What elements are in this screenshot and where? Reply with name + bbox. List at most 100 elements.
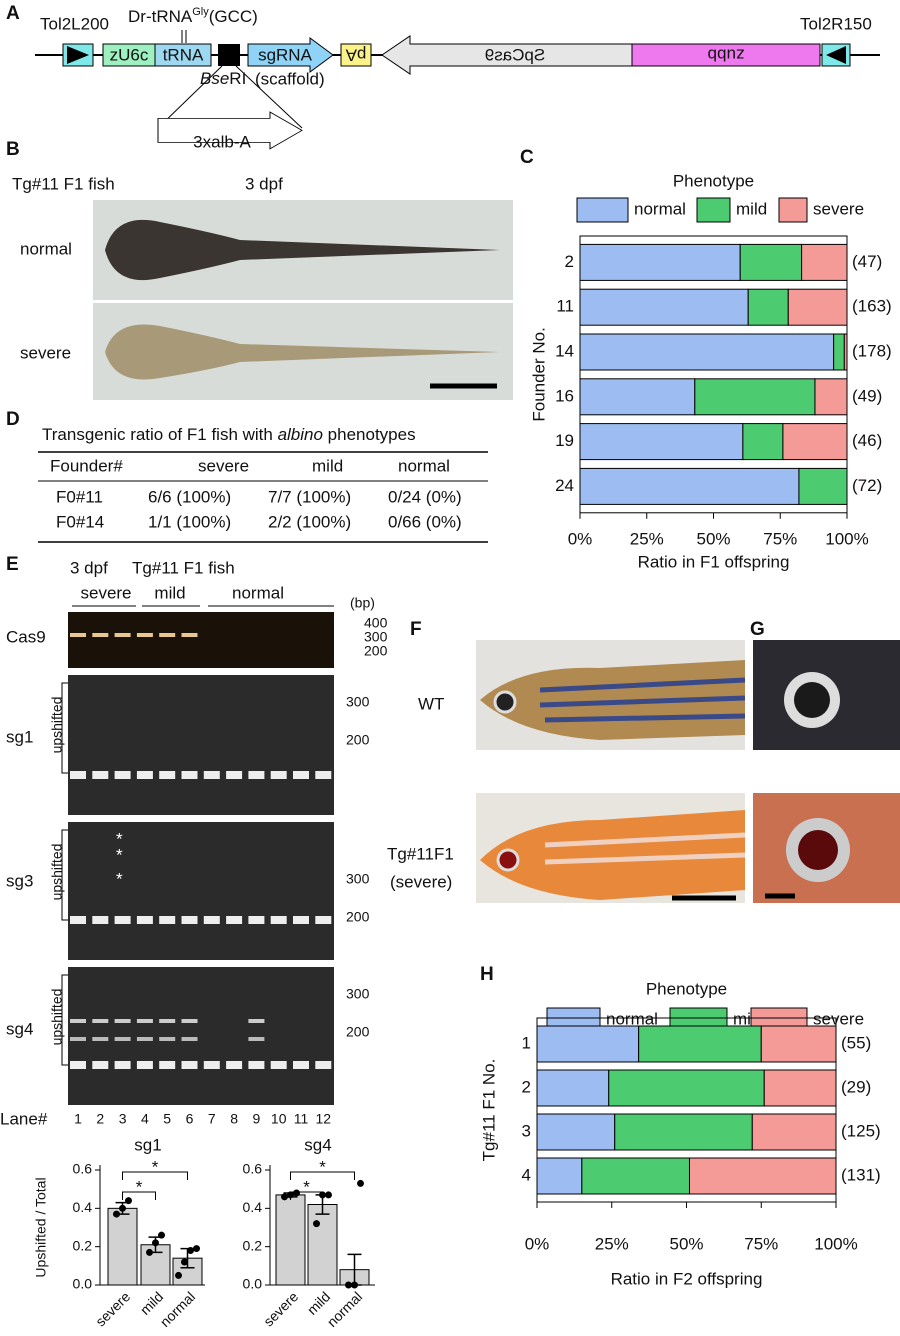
gel-band xyxy=(70,1061,86,1069)
bracket xyxy=(61,682,68,774)
significance: * xyxy=(136,1177,143,1196)
size-marker: 300 xyxy=(346,986,370,1002)
y-tick-label: 4 xyxy=(522,1165,531,1184)
y-tick-label: 14 xyxy=(555,341,574,360)
gel-band xyxy=(136,1037,153,1041)
size-marker: 200 xyxy=(364,643,388,659)
panel-label: A xyxy=(6,3,20,24)
gel-star: * xyxy=(116,845,123,864)
label: zU6c xyxy=(110,45,149,64)
x-tick-label: severe xyxy=(92,1288,133,1329)
x-tick-label: 25% xyxy=(630,529,664,548)
gel-band xyxy=(181,1061,198,1069)
size-marker: 300 xyxy=(346,694,370,710)
y-axis-label: Tg#11 F1 No. xyxy=(479,1059,498,1162)
bar-segment xyxy=(579,333,835,371)
bar-segment xyxy=(739,243,803,281)
bar-segment xyxy=(782,423,848,461)
gel-band xyxy=(92,916,109,924)
x-tick-label: 25% xyxy=(595,1234,629,1253)
gel-star: * xyxy=(116,829,123,848)
legend-label: normal xyxy=(634,199,686,218)
table-cell: 6/6 (100%) xyxy=(148,487,231,506)
table-header: severe xyxy=(198,456,249,475)
data-point xyxy=(193,1245,200,1253)
gel-band xyxy=(181,1037,198,1041)
size-marker: 200 xyxy=(346,732,370,748)
label: tRNA xyxy=(163,45,204,64)
y-tick-label: 0.4 xyxy=(243,1199,263,1215)
data-point xyxy=(113,1210,120,1218)
y-tick-label: 16 xyxy=(555,386,574,405)
legend-label: normal xyxy=(606,1009,658,1028)
lane-number: 5 xyxy=(163,1111,171,1127)
lane-number: 10 xyxy=(271,1111,287,1127)
label: Tg#11 F1 fish xyxy=(12,174,115,193)
gel-band xyxy=(159,633,176,637)
label: zubb xyxy=(708,46,745,65)
gel-band xyxy=(270,916,287,924)
gel-band xyxy=(159,771,176,779)
label: Tg#11F1 xyxy=(387,844,454,863)
label: pA xyxy=(345,46,366,65)
panel-label: C xyxy=(520,147,534,168)
lane-number: 7 xyxy=(208,1111,216,1127)
bar-annotation: (47) xyxy=(852,252,882,271)
gel-image xyxy=(68,612,334,668)
bracket xyxy=(61,974,68,1066)
bar-segment xyxy=(760,1025,837,1063)
chart-title: sg4 xyxy=(304,1135,331,1154)
lane-number: 9 xyxy=(253,1111,261,1127)
legend-title: Phenotype xyxy=(673,171,754,190)
label: Dr-tRNA xyxy=(128,7,193,26)
gel-band xyxy=(70,1037,86,1041)
gel-band xyxy=(92,1037,109,1041)
size-marker: 200 xyxy=(346,909,370,925)
bar-segment xyxy=(536,1113,616,1151)
label: normal xyxy=(20,239,72,258)
data-point xyxy=(187,1247,194,1254)
data-point xyxy=(181,1258,188,1266)
bar-segment xyxy=(638,1025,762,1063)
x-tick-label: 100% xyxy=(825,529,868,548)
data-point xyxy=(158,1231,165,1239)
table-cell: 2/2 (100%) xyxy=(268,512,351,531)
bar-segment xyxy=(579,243,741,281)
label: RI xyxy=(229,69,246,88)
label: 3 dpf xyxy=(70,558,108,577)
bar-annotation: (55) xyxy=(841,1033,871,1052)
chart-title: sg1 xyxy=(134,1135,161,1154)
bar-annotation: (178) xyxy=(852,341,892,360)
bar-annotation: (163) xyxy=(852,297,892,316)
data-point xyxy=(351,1281,358,1289)
data-point xyxy=(125,1197,132,1205)
gel-band xyxy=(270,1061,287,1069)
gel-band xyxy=(181,771,198,779)
bar-segment xyxy=(579,288,749,326)
lane-number: 8 xyxy=(230,1111,238,1127)
label: Gly xyxy=(192,6,209,18)
bar-segment xyxy=(536,1157,583,1195)
gel-band xyxy=(248,771,265,779)
panel-label: F xyxy=(410,619,422,640)
label: SpCas9 xyxy=(485,45,545,64)
bar-segment xyxy=(801,243,848,281)
x-tick-label: 75% xyxy=(744,1234,778,1253)
gel-band xyxy=(70,771,86,779)
table-cell: 7/7 (100%) xyxy=(268,487,351,506)
label: sgRNA xyxy=(258,45,313,64)
fish-photo xyxy=(476,640,900,903)
shift-label: upshifted xyxy=(49,989,65,1046)
y-tick-label: 0.6 xyxy=(243,1161,263,1177)
bar-segment xyxy=(608,1069,765,1107)
y-tick-label: 24 xyxy=(555,476,574,495)
gel-band xyxy=(315,771,332,779)
data-point xyxy=(313,1220,320,1228)
gel-band xyxy=(248,1037,265,1041)
larva-photo xyxy=(93,200,513,400)
table-header: Founder# xyxy=(50,456,123,475)
gel-band xyxy=(114,916,131,924)
gel-band xyxy=(114,1061,131,1069)
y-tick-label: 0.2 xyxy=(73,1237,93,1253)
